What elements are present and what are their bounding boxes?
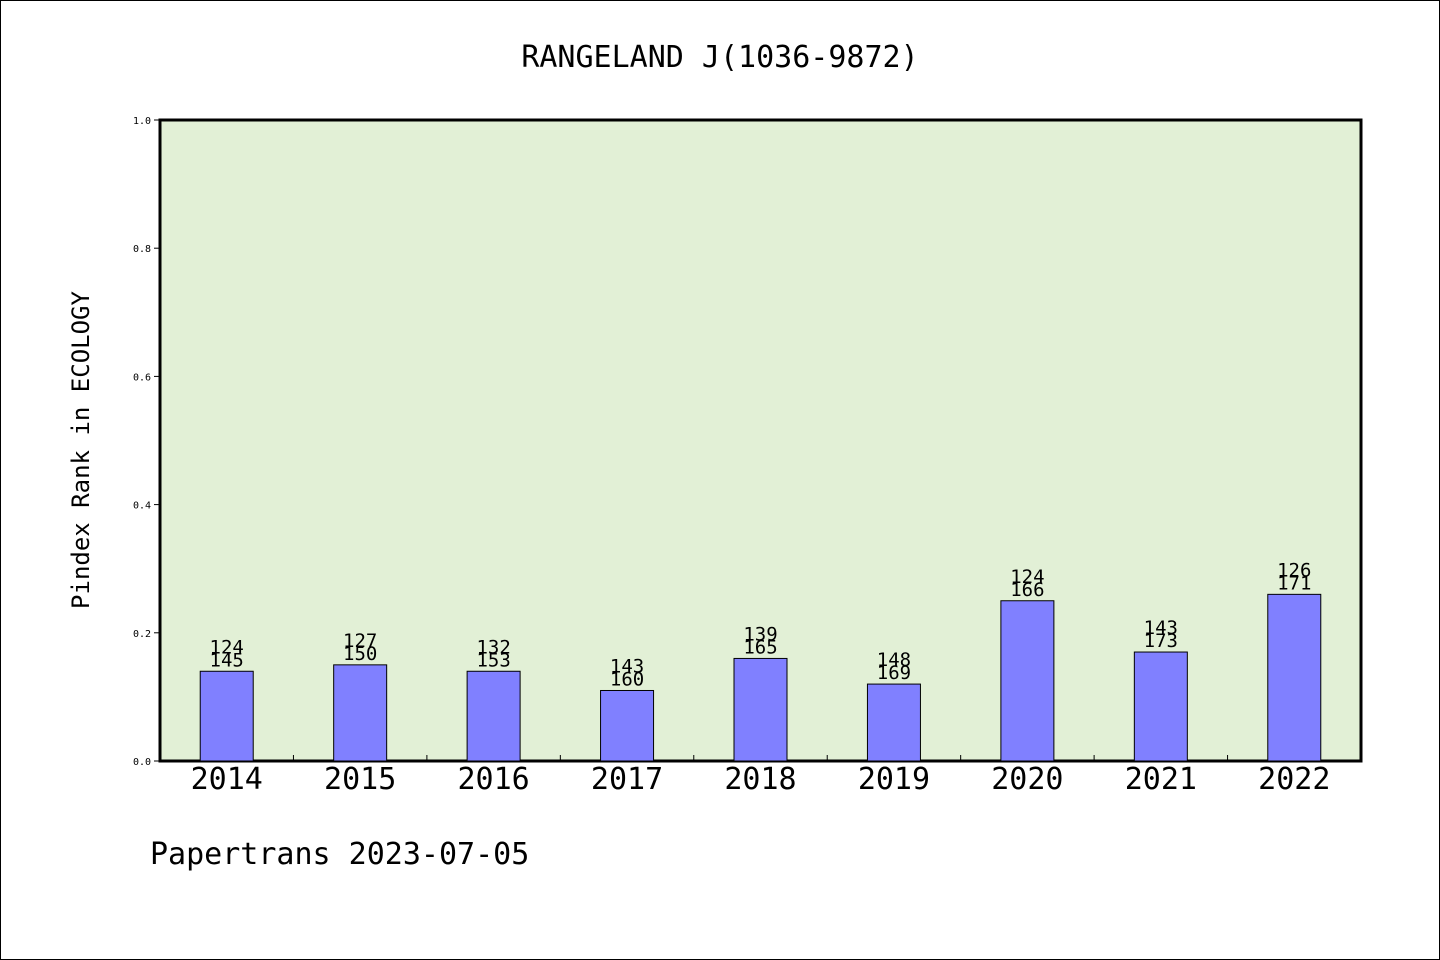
bar-total-label: 145 (210, 649, 244, 671)
x-tick-label: 2018 (724, 762, 796, 797)
y-tick-label: 0.4 (133, 501, 151, 512)
y-tick-label: 0.2 (133, 629, 151, 640)
bar (866, 683, 921, 762)
bar (733, 657, 788, 762)
chart-title: RANGELAND J(1036-9872) (521, 40, 918, 75)
bar (466, 670, 521, 762)
x-tick-label: 2022 (1258, 762, 1330, 797)
bar-total-label: 169 (877, 662, 911, 684)
bar-total-label: 166 (1010, 579, 1044, 601)
bar-rank-label: 124 (1010, 566, 1044, 588)
x-tick-label: 2019 (858, 762, 930, 797)
bar-total-label: 171 (1277, 572, 1311, 594)
bar-total-label: 153 (476, 649, 510, 671)
bar-rank-label: 126 (1277, 559, 1311, 581)
bar-rank-label: 143 (610, 655, 644, 677)
bar-rank-label: 148 (877, 649, 911, 671)
bar-total-label: 160 (610, 668, 644, 690)
x-tick-label: 2016 (457, 762, 529, 797)
bar (1000, 600, 1055, 762)
bar (1267, 593, 1322, 762)
footer-text: Papertrans 2023-07-05 (150, 837, 529, 872)
bar-rank-label: 124 (210, 636, 244, 658)
bar-total-label: 150 (343, 643, 377, 665)
bar-rank-label: 127 (343, 630, 377, 652)
y-axis: 0.0 0.2 0.4 0.6 0.8 1.0 (133, 116, 160, 768)
bar (1133, 651, 1188, 762)
y-tick-label: 0.6 (133, 372, 151, 383)
x-tick-label: 2020 (991, 762, 1063, 797)
bar-rank-label: 139 (743, 623, 777, 645)
bar (333, 664, 388, 762)
x-tick-label: 2015 (324, 762, 396, 797)
bar-rank-label: 143 (1144, 617, 1178, 639)
bar-rank-label: 132 (476, 636, 510, 658)
x-tick-label: 2017 (591, 762, 663, 797)
y-tick-label: 0.8 (133, 244, 151, 255)
y-tick-label: 0.0 (133, 757, 151, 768)
x-tick-label: 2021 (1125, 762, 1197, 797)
y-tick-label: 1.0 (133, 116, 151, 127)
bar-total-label: 165 (743, 636, 777, 658)
bar (199, 670, 254, 762)
bar (600, 689, 655, 762)
x-tick-label: 2014 (191, 762, 263, 797)
bar-total-label: 173 (1144, 630, 1178, 652)
y-axis-label: Pindex Rank in ECOLOGY (67, 291, 95, 609)
x-axis: 2014 2015 2016 2017 2018 2019 2020 2021 2022 (191, 755, 1330, 797)
